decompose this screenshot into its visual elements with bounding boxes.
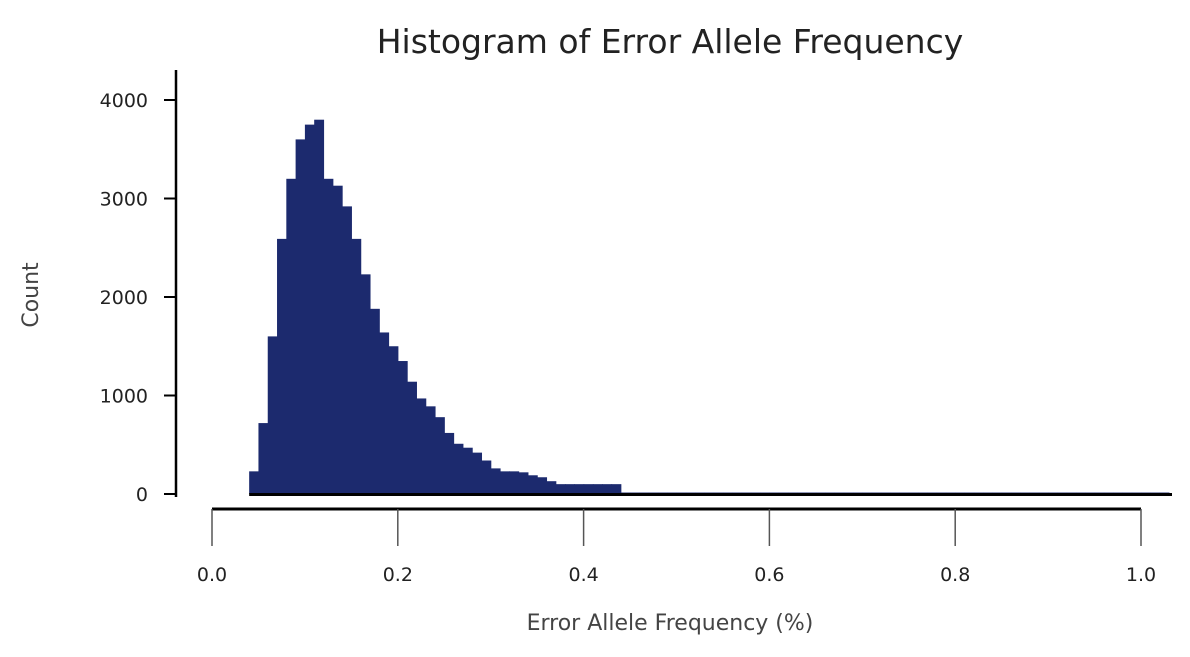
histogram-bar xyxy=(583,484,594,494)
x-tick-label: 1.0 xyxy=(1126,564,1156,586)
histogram-bar xyxy=(379,332,390,494)
histogram-bar xyxy=(546,481,557,494)
bars xyxy=(249,119,1172,496)
histogram-bar xyxy=(574,484,585,494)
histogram-bar xyxy=(611,484,622,494)
histogram-bar xyxy=(332,185,343,494)
histogram-bar xyxy=(295,139,306,494)
histogram-bar xyxy=(518,472,529,494)
histogram-bar xyxy=(425,406,436,494)
histogram-bar xyxy=(537,477,548,494)
histogram-bar xyxy=(481,460,492,494)
histogram-bar xyxy=(407,381,417,494)
histogram-bar xyxy=(555,484,566,494)
x-tick-label: 0.2 xyxy=(383,564,413,586)
x-tick-label: 0.4 xyxy=(568,564,598,586)
histogram-bar xyxy=(277,238,287,494)
histogram-bar xyxy=(462,447,473,494)
histogram-bar xyxy=(258,423,269,494)
histogram-bar xyxy=(592,484,603,494)
histogram-bar xyxy=(323,178,334,495)
histogram-bar xyxy=(304,124,315,494)
x-ticks: 0.0 0.2 0.4 0.6 0.8 1.0 xyxy=(197,509,1156,586)
histogram-bar xyxy=(527,475,538,494)
histogram-bar xyxy=(342,206,352,494)
histogram-bar xyxy=(416,398,427,494)
x-tick-label: 0.6 xyxy=(754,564,784,586)
histogram-bar xyxy=(509,471,520,494)
histogram-bar xyxy=(286,178,297,495)
histogram-bar xyxy=(602,484,613,494)
histogram-bar xyxy=(360,274,371,494)
x-tick-label: 0.8 xyxy=(940,564,970,586)
y-tick-label: 0 xyxy=(136,484,148,506)
chart-title: Histogram of Error Allele Frequency xyxy=(377,22,964,61)
histogram-bar xyxy=(444,432,455,494)
histogram-bar xyxy=(351,238,362,494)
histogram-bar xyxy=(388,346,399,494)
x-axis-label: Error Allele Frequency (%) xyxy=(527,611,814,636)
histogram-bar xyxy=(267,336,278,494)
histogram-bar xyxy=(369,308,380,494)
histogram-bar xyxy=(499,471,510,494)
histogram-bar xyxy=(434,417,445,494)
y-tick-label: 3000 xyxy=(100,189,148,211)
histogram-bar xyxy=(453,443,464,494)
histogram-bar xyxy=(397,361,408,494)
y-tick-label: 4000 xyxy=(100,90,148,112)
y-tick-label: 2000 xyxy=(100,287,148,309)
histogram-bar xyxy=(565,484,575,494)
y-axis-label: Count xyxy=(19,262,44,328)
y-ticks: 0 1000 2000 3000 4000 xyxy=(100,90,176,506)
y-tick-label: 1000 xyxy=(100,386,148,408)
histogram-bar xyxy=(490,468,501,494)
x-tick-label: 0.0 xyxy=(197,564,227,586)
histogram-bar xyxy=(472,452,483,494)
histogram-bar xyxy=(314,119,325,494)
histogram-bar xyxy=(249,471,260,494)
